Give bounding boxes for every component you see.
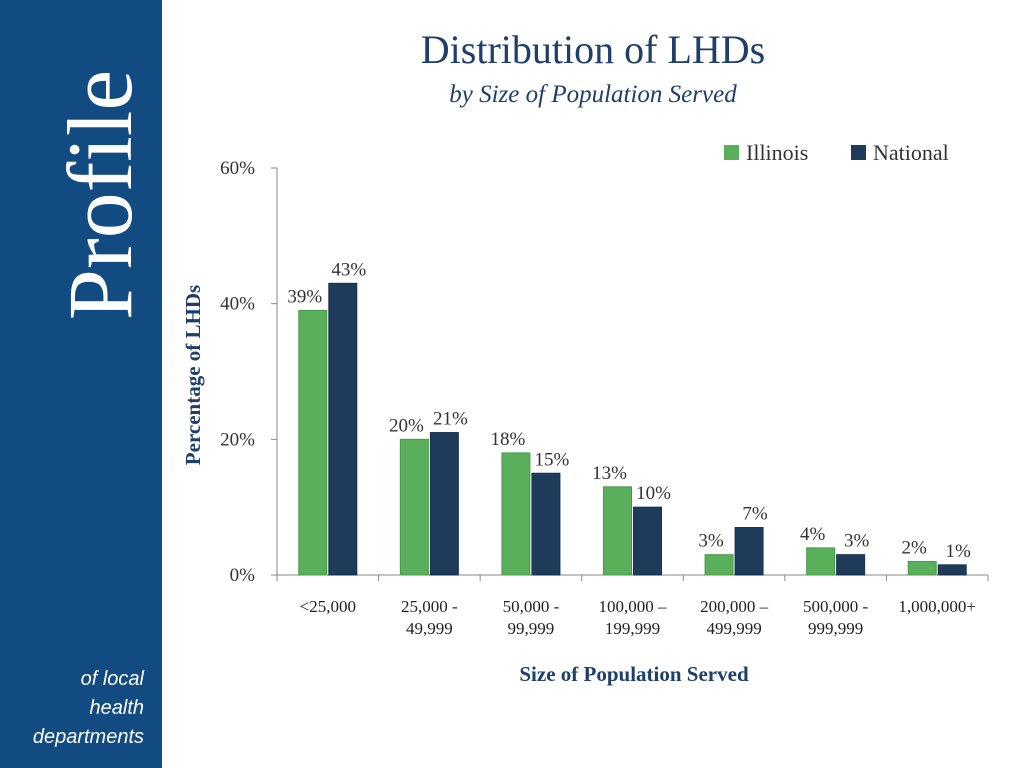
data-label-illinois: 13% [592,463,627,484]
x-tick-label: <25,000 [300,597,356,616]
x-tick-label: 1,000,000+ [898,597,976,616]
data-label-illinois: 4% [800,524,826,545]
x-tick-label: 49,999 [406,619,453,638]
bar-national [531,472,561,576]
x-tick-label: 100,000 – [599,597,668,616]
chart-title: Distribution of LHDs [420,27,766,72]
data-label-national: 21% [433,409,468,430]
bar-national [429,432,459,576]
x-axis-title: Size of Population Served [519,662,749,686]
x-tick-label: 500,000 - [803,597,869,616]
x-tick-label: 25,000 - [401,597,458,616]
bar-national [328,282,358,576]
y-tick-label: 60% [220,158,255,179]
bar-illinois [806,547,836,576]
tagline-line-3: departments [32,726,144,748]
x-tick-label: 999,999 [808,619,863,638]
chart-subtitle: by Size of Population Served [449,81,737,108]
y-tick-label: 40% [220,294,255,315]
x-tick-label: 99,999 [508,619,555,638]
data-label-national: 43% [331,259,366,280]
x-tick-label: 199,999 [605,619,660,638]
data-label-national: 15% [535,449,570,470]
legend-label-national: National [873,140,949,165]
bar-national [836,554,866,576]
bar-national [734,527,764,576]
y-tick-label: 20% [220,429,255,450]
data-label-illinois: 3% [698,531,724,552]
bar-illinois [603,486,632,576]
tagline-line-2: health [89,697,145,719]
bar-national [937,564,967,576]
data-label-national: 10% [636,483,671,504]
bar-illinois [704,554,734,576]
bar-national [633,506,662,576]
x-tick-label: 499,999 [706,619,761,638]
tagline: of local health departments [0,665,144,752]
legend-swatch-national [851,145,866,160]
data-label-illinois: 20% [389,415,424,436]
legend-swatch-illinois [724,145,739,160]
y-axis-title: Percentage of LHDs [181,285,205,465]
sidebar: Profile of local health departments [0,0,162,768]
bar-illinois [399,438,429,576]
bar-illinois [501,452,531,576]
legend-label-illinois: Illinois [746,140,808,165]
bar-illinois [298,309,328,576]
data-label-national: 7% [742,504,768,525]
x-tick-label: 50,000 - [503,597,560,616]
x-tick-label: 200,000 – [700,597,769,616]
data-label-illinois: 2% [902,537,928,558]
y-tick-label: 0% [230,565,256,586]
data-label-national: 1% [946,541,972,562]
bar-illinois [907,560,937,576]
data-label-illinois: 39% [287,286,322,307]
tagline-line-1: of local [80,668,144,690]
data-label-national: 3% [844,531,870,552]
data-label-illinois: 18% [491,429,526,450]
